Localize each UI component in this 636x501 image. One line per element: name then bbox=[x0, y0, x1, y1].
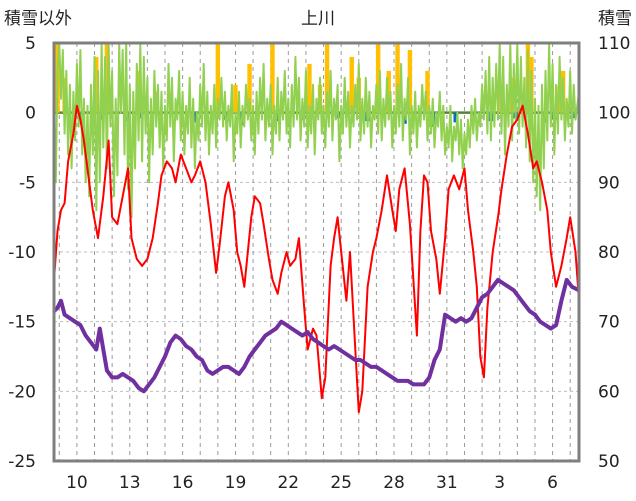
sunshine-bar bbox=[94, 56, 99, 113]
temperature-line bbox=[53, 104, 580, 414]
right-tick-label: 110 bbox=[598, 34, 630, 54]
right-tick-label: 50 bbox=[598, 452, 620, 472]
x-tick-label: 6 bbox=[547, 473, 558, 493]
right-tick-label: 60 bbox=[598, 382, 620, 402]
x-tick-label: 10 bbox=[66, 473, 88, 493]
sunshine-bar bbox=[386, 70, 391, 113]
sunshine-bar bbox=[270, 43, 275, 113]
precipitation-bar bbox=[138, 112, 143, 119]
line-series-layer bbox=[52, 42, 580, 414]
left-tick-label: -20 bbox=[8, 382, 36, 402]
left-tick-label: 0 bbox=[25, 104, 36, 124]
x-tick-label: 19 bbox=[225, 473, 247, 493]
sunshine-bar bbox=[233, 84, 238, 113]
left-tick-label: -15 bbox=[8, 313, 36, 333]
precipitation-bar bbox=[571, 112, 576, 119]
wind-variation-line bbox=[53, 42, 580, 219]
sunshine-bar bbox=[395, 43, 400, 113]
x-tick-label: 22 bbox=[277, 473, 299, 493]
right-tick-label: 90 bbox=[598, 173, 620, 193]
snow-depth-line bbox=[52, 277, 580, 394]
left-tick-label: -25 bbox=[8, 452, 36, 472]
precipitation-bar bbox=[192, 112, 198, 123]
sunshine-bar bbox=[407, 49, 413, 113]
x-tick-label: 31 bbox=[436, 473, 458, 493]
sunshine-bar bbox=[215, 43, 221, 113]
x-tick-label: 28 bbox=[383, 473, 405, 493]
left-tick-label: -10 bbox=[8, 243, 36, 263]
left-axis-title: 積雪以外 bbox=[4, 9, 72, 29]
sunshine-bar bbox=[349, 56, 354, 113]
sunshine-bar bbox=[425, 70, 430, 113]
left-tick-label: 5 bbox=[25, 34, 36, 54]
right-tick-label: 70 bbox=[598, 313, 620, 333]
left-tick-label: -5 bbox=[19, 173, 36, 193]
chart-title: 上川 bbox=[301, 9, 335, 29]
right-tick-label: 80 bbox=[598, 243, 620, 263]
right-tick-label: 100 bbox=[598, 104, 630, 124]
sunshine-bar bbox=[247, 63, 252, 113]
right-axis-title: 積雪 bbox=[598, 9, 632, 29]
x-tick-label: 16 bbox=[172, 473, 194, 493]
sunshine-bar bbox=[324, 43, 330, 113]
x-tick-label: 13 bbox=[119, 473, 141, 493]
precipitation-bar bbox=[275, 112, 280, 122]
sunshine-bar bbox=[104, 43, 110, 113]
x-tick-label: 3 bbox=[494, 473, 505, 493]
sunshine-bar bbox=[375, 43, 381, 113]
sunshine-bar bbox=[307, 63, 312, 113]
precipitation-bar bbox=[453, 112, 458, 123]
plot-frame bbox=[52, 41, 581, 463]
x-tick-label: 25 bbox=[330, 473, 352, 493]
